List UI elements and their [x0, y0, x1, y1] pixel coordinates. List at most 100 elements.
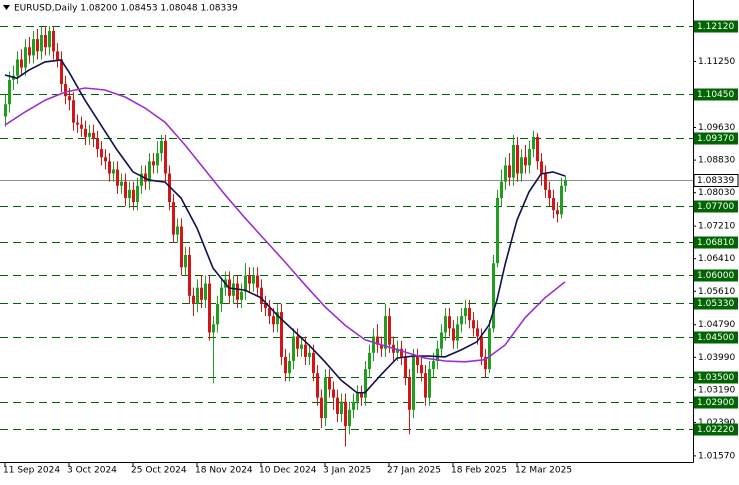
candle-body — [180, 226, 183, 268]
y-tick-label: 1.06410 — [698, 254, 735, 264]
moving-average-line — [4, 59, 566, 394]
candle-body — [40, 35, 43, 52]
candle-body — [416, 356, 419, 366]
candle-body — [356, 393, 359, 402]
candle-body — [328, 377, 331, 390]
candle-body — [448, 316, 451, 329]
candle-body — [216, 303, 219, 325]
y-tick-label: 1.09630 — [698, 123, 735, 133]
candle-body — [428, 369, 431, 398]
candle-body — [68, 96, 71, 101]
candle-body — [408, 377, 411, 410]
candle-body — [60, 59, 63, 84]
candle-body — [240, 291, 243, 300]
y-tick-label: 1.01570 — [698, 451, 735, 461]
candle-body — [436, 348, 439, 361]
candle-body — [164, 140, 167, 174]
y-tick-label: 1.11250 — [698, 57, 735, 67]
level-label: 1.05330 — [697, 299, 734, 309]
candle-body — [352, 401, 355, 410]
candle-body — [500, 181, 503, 198]
x-tick-label: 18 Nov 2024 — [195, 466, 253, 476]
candle-body — [320, 397, 323, 418]
candle-body — [48, 30, 51, 48]
level-label-box — [694, 200, 738, 213]
x-tick-label: 12 Mar 2025 — [515, 466, 572, 476]
candle-body — [184, 255, 187, 268]
candle-body — [124, 181, 127, 198]
level-label-box — [694, 20, 738, 33]
candle-body — [16, 59, 19, 76]
candle-body — [332, 389, 335, 398]
candle-body — [440, 332, 443, 349]
y-tick-label: 1.03190 — [698, 385, 735, 395]
candle-body — [236, 283, 239, 300]
candle-body — [380, 344, 383, 349]
level-label-box — [694, 88, 738, 101]
candle-body — [460, 316, 463, 325]
candle-body — [552, 198, 555, 211]
level-label-box — [694, 236, 738, 249]
candle-body — [276, 312, 279, 325]
candle-body — [344, 401, 347, 427]
collapse-icon[interactable] — [3, 5, 10, 10]
candle-body — [456, 324, 459, 341]
candle-body — [116, 169, 119, 186]
level-label-box — [694, 396, 738, 409]
candle-body — [44, 35, 47, 48]
candle-body — [548, 189, 551, 198]
candle-body — [96, 138, 99, 150]
candle-body — [492, 263, 495, 329]
candle-body — [360, 393, 363, 398]
candle-body — [420, 365, 423, 374]
level-label-box — [694, 297, 738, 310]
x-tick-label: 3 Jan 2025 — [323, 466, 371, 476]
candles-layer — [4, 26, 567, 447]
level-label-box — [694, 423, 738, 436]
candle-body — [284, 356, 287, 374]
candle-body — [340, 401, 343, 414]
candle-body — [372, 336, 375, 353]
candle-body — [220, 287, 223, 304]
candle-body — [316, 373, 319, 398]
candle-body — [200, 287, 203, 300]
candle-body — [312, 352, 315, 374]
candle-body — [268, 308, 271, 317]
level-label: 1.10450 — [697, 90, 734, 100]
candle-body — [76, 122, 79, 125]
last-price-label: 1.08339 — [697, 176, 734, 186]
y-tick-label: 1.05610 — [698, 287, 735, 297]
candle-body — [208, 283, 211, 333]
candle-body — [260, 287, 263, 304]
y-tick-label: 1.08030 — [698, 188, 735, 198]
candle-body — [212, 324, 215, 333]
candle-body — [196, 287, 199, 304]
level-label-box — [694, 269, 738, 282]
candle-body — [132, 189, 135, 203]
candle-body — [292, 336, 295, 361]
x-tick-label: 18 Feb 2025 — [451, 466, 507, 476]
axis-layer: 1.11250 1.09630 1.08830 1.08030 1.07210 1.064… — [3, 20, 739, 476]
candle-body — [72, 100, 75, 123]
candle-body — [520, 157, 523, 174]
candle-body — [528, 149, 531, 166]
candle-body — [480, 336, 483, 357]
candle-body — [324, 377, 327, 418]
candle-body — [108, 161, 111, 174]
level-label: 1.02220 — [697, 425, 734, 435]
level-label-box — [694, 132, 738, 145]
candle-body — [8, 79, 11, 105]
candle-body — [188, 255, 191, 296]
candle-body — [24, 47, 27, 68]
candle-body — [252, 275, 255, 284]
x-tick-label: 27 Jan 2025 — [387, 466, 441, 476]
candle-body — [264, 303, 267, 308]
candle-body — [272, 316, 275, 325]
candle-body — [564, 180, 567, 186]
moving-average-line — [4, 87, 566, 363]
candle-body — [140, 173, 143, 186]
candle-body — [464, 308, 467, 317]
candle-body — [404, 356, 407, 378]
x-tick-label: 10 Dec 2024 — [259, 466, 317, 476]
candle-body — [396, 348, 399, 353]
